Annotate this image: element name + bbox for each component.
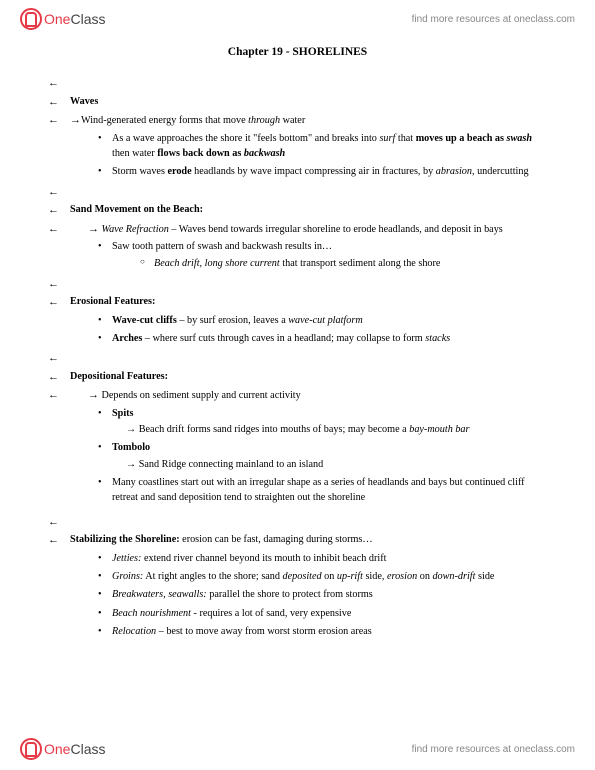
logo-text: OneClass xyxy=(44,739,105,760)
depositional-bullets: Spits Beach drift forms sand ridges into… xyxy=(98,406,547,506)
blank-line xyxy=(48,276,547,293)
page-header: OneClass find more resources at oneclass… xyxy=(0,0,595,34)
stabilizing-jetties: Jetties: extend river channel beyond its… xyxy=(98,551,547,566)
stabilizing-bullets: Jetties: extend river channel beyond its… xyxy=(98,551,547,639)
stabilizing-nourishment: Beach nourishment - requires a lot of sa… xyxy=(98,606,547,621)
section-sand-heading: Sand Movement on the Beach: xyxy=(48,202,547,219)
logo-text: OneClass xyxy=(44,9,105,30)
logo-icon xyxy=(20,738,42,760)
sand-sub-drift: Beach drift, long shore current that tra… xyxy=(140,256,547,271)
erosional-arches: Arches – where surf cuts through caves i… xyxy=(98,331,547,346)
depositional-spits: Spits Beach drift forms sand ridges into… xyxy=(98,406,547,438)
spits-sub: Beach drift forms sand ridges into mouth… xyxy=(126,422,547,437)
blank-line xyxy=(48,75,547,92)
stabilizing-groins: Groins: At right angles to the shore; sa… xyxy=(98,569,547,584)
erosional-cliffs: Wave-cut cliffs – by surf erosion, leave… xyxy=(98,313,547,328)
waves-bullets: As a wave approaches the shore it "feels… xyxy=(98,131,547,180)
sand-refraction: Wave Refraction – Waves bend towards irr… xyxy=(48,221,547,238)
footer-logo: OneClass xyxy=(20,738,105,760)
logo-icon xyxy=(20,8,42,30)
depositional-intro: Depends on sediment supply and current a… xyxy=(48,387,547,404)
header-resources-link[interactable]: find more resources at oneclass.com xyxy=(412,12,575,27)
section-stabilizing-heading: Stabilizing the Shoreline: erosion can b… xyxy=(48,532,547,549)
sand-sub: Beach drift, long shore current that tra… xyxy=(140,256,547,271)
sand-bullet-sawtooth: Saw tooth pattern of swash and backwash … xyxy=(98,239,547,272)
section-waves-heading: Waves xyxy=(48,94,547,111)
waves-bullet-surf: As a wave approaches the shore it "feels… xyxy=(98,131,547,162)
stabilizing-breakwaters: Breakwaters, seawalls: parallel the shor… xyxy=(98,587,547,602)
stabilizing-relocation: Relocation – best to move away from wors… xyxy=(98,624,547,639)
sand-bullets: Saw tooth pattern of swash and backwash … xyxy=(98,239,547,272)
waves-bullet-storm: Storm waves erode headlands by wave impa… xyxy=(98,164,547,179)
blank-line xyxy=(48,514,547,531)
section-depositional-heading: Depositional Features: xyxy=(48,369,547,386)
chapter-title: Chapter 19 - SHORELINES xyxy=(48,44,547,61)
footer-resources-link[interactable]: find more resources at oneclass.com xyxy=(412,742,575,757)
erosional-bullets: Wave-cut cliffs – by surf erosion, leave… xyxy=(98,313,547,347)
section-erosional-heading: Erosional Features: xyxy=(48,294,547,311)
logo: OneClass xyxy=(20,8,105,30)
depositional-coastlines: Many coastlines start out with an irregu… xyxy=(98,475,547,506)
page-footer: OneClass find more resources at oneclass… xyxy=(0,732,595,770)
waves-intro: Wind-generated energy forms that move th… xyxy=(48,112,547,129)
blank-line xyxy=(48,350,547,367)
depositional-tombolo: Tombolo Sand Ridge connecting mainland t… xyxy=(98,440,547,472)
document-body: Chapter 19 - SHORELINES Waves Wind-gener… xyxy=(0,34,595,663)
blank-line xyxy=(48,184,547,201)
tombolo-sub: Sand Ridge connecting mainland to an isl… xyxy=(126,457,547,472)
